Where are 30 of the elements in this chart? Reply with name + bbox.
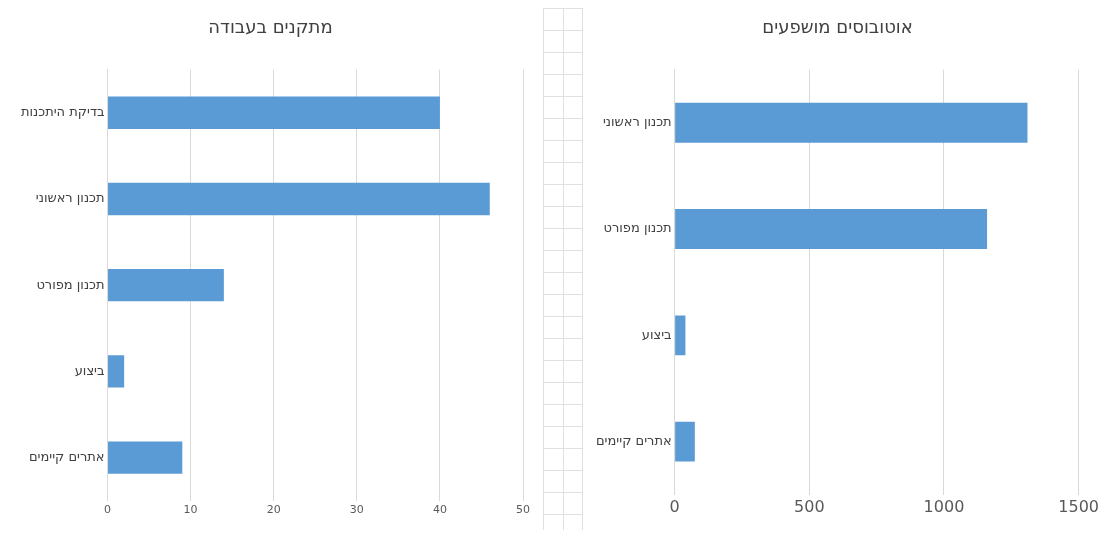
bar (108, 182, 490, 216)
y-tick-label: תכנון ראשוני (602, 114, 672, 130)
y-tick-label: תכנון ראשוני (35, 190, 105, 206)
chart-title: אוטובוסים מושפעים (762, 16, 913, 38)
bar (108, 96, 440, 129)
x-tick-label: 40 (432, 503, 447, 517)
x-tick-label: 1500 (1058, 496, 1099, 516)
bar (108, 355, 125, 388)
y-tick-label: אתרים קיימים (596, 433, 672, 449)
x-tick-label: 50 (516, 503, 530, 517)
x-tick-label: 500 (794, 496, 825, 516)
bar (675, 102, 1028, 143)
x-tick-label: 0 (669, 496, 680, 516)
x-tick-label: 20 (266, 503, 281, 517)
chart-title: מתקנים בעבודה (208, 16, 333, 38)
bar (675, 209, 988, 249)
y-tick-label: תכנון מפורט (36, 276, 105, 292)
bar (675, 421, 695, 462)
x-tick-label: 30 (349, 503, 364, 517)
y-tick-label: אתרים קיימים (28, 449, 105, 465)
y-tick-label: ביצוע (74, 362, 105, 378)
x-tick-label: 0 (104, 503, 112, 517)
y-tick-label: תכנון מפורט (603, 220, 672, 236)
y-tick-label: בדיקת היתכנות (21, 104, 105, 120)
x-tick-label: 1000 (923, 496, 965, 516)
bar (675, 315, 686, 356)
x-tick-label: 10 (183, 503, 198, 517)
y-tick-label: ביצוע (641, 326, 672, 342)
bar (108, 441, 183, 474)
bar (108, 269, 224, 302)
